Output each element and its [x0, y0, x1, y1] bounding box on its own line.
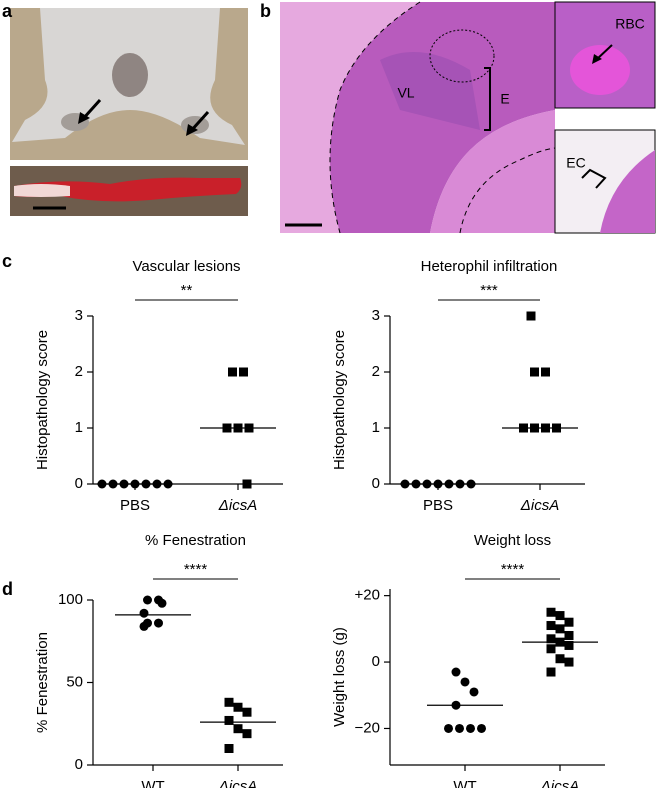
point: [477, 723, 486, 733]
point: [546, 644, 556, 654]
point: [444, 723, 453, 733]
y-tick-label: 100: [58, 591, 83, 608]
x-tick-label: PBS: [120, 497, 150, 514]
label-rbc: RBC: [615, 16, 645, 32]
x-tick-label: ΔicsA: [520, 497, 559, 514]
panel-label: d: [2, 579, 13, 599]
point: [157, 598, 167, 608]
y-tick-label: 0: [372, 475, 380, 492]
point: [466, 723, 475, 733]
label-vl: VL: [397, 85, 414, 101]
y-tick-label: 0: [75, 756, 83, 773]
point: [239, 367, 248, 377]
y-axis-label: % Fenestration: [34, 632, 51, 733]
point: [228, 367, 237, 377]
point: [224, 697, 234, 707]
y-tick-label: 1: [75, 419, 83, 436]
point: [154, 618, 163, 628]
point: [233, 724, 243, 734]
significance-label: ****: [501, 561, 525, 578]
y-tick-label: 0: [75, 475, 83, 492]
x-tick-label: ΔicsA: [218, 778, 257, 788]
histology-image: VL E RBC EC: [280, 1, 656, 234]
panel-label: b: [260, 1, 271, 21]
point: [564, 657, 574, 667]
photo-intestine: [10, 166, 248, 216]
point: [455, 723, 464, 733]
point: [526, 311, 536, 321]
y-tick-label: 3: [75, 307, 83, 324]
label-e: E: [500, 91, 509, 107]
y-tick-label: 2: [372, 363, 380, 380]
significance-label: ****: [184, 561, 208, 578]
y-axis-label: Histopathology score: [34, 330, 51, 470]
point: [242, 479, 252, 489]
chart-title: Vascular lesions: [132, 258, 240, 275]
point: [139, 621, 149, 631]
y-tick-label: 3: [372, 307, 380, 324]
y-axis-label: Weight loss (g): [331, 627, 348, 727]
point: [224, 715, 234, 725]
y-tick-label: 0: [372, 653, 380, 670]
y-tick-label: 1: [372, 419, 380, 436]
y-tick-label: 50: [66, 673, 83, 690]
significance-label: ***: [480, 282, 498, 299]
point: [555, 611, 565, 621]
point: [460, 677, 470, 687]
x-tick-label: WT: [141, 778, 164, 788]
x-tick-label: WT: [453, 778, 476, 788]
chart-title: Weight loss: [474, 532, 551, 549]
y-tick-label: +20: [355, 587, 380, 604]
point: [546, 634, 556, 644]
point: [555, 624, 565, 634]
y-axis-label: Histopathology score: [331, 330, 348, 470]
point: [139, 608, 149, 618]
point: [541, 367, 550, 377]
chart-title: Heterophil infiltration: [421, 258, 558, 275]
point: [530, 367, 539, 377]
point: [546, 621, 556, 631]
y-tick-label: 2: [75, 363, 83, 380]
photo-mouse: [10, 8, 248, 160]
panel-label: c: [2, 251, 12, 271]
point: [451, 667, 461, 677]
point: [564, 630, 574, 640]
label-ec: EC: [566, 155, 585, 171]
chart-title: % Fenestration: [145, 532, 246, 549]
point: [143, 595, 152, 605]
point: [242, 707, 252, 717]
x-tick-label: ΔicsA: [218, 497, 257, 514]
point: [564, 617, 574, 627]
point: [242, 729, 252, 739]
x-tick-label: PBS: [423, 497, 453, 514]
point: [555, 654, 565, 664]
point: [546, 607, 556, 617]
point: [233, 702, 243, 712]
point: [546, 667, 556, 677]
point: [224, 744, 234, 753]
significance-label: **: [181, 282, 193, 299]
point: [469, 687, 479, 697]
x-tick-label: ΔicsA: [540, 778, 579, 788]
panel-label: a: [2, 1, 13, 21]
point: [564, 640, 574, 650]
y-tick-label: −20: [355, 719, 380, 736]
